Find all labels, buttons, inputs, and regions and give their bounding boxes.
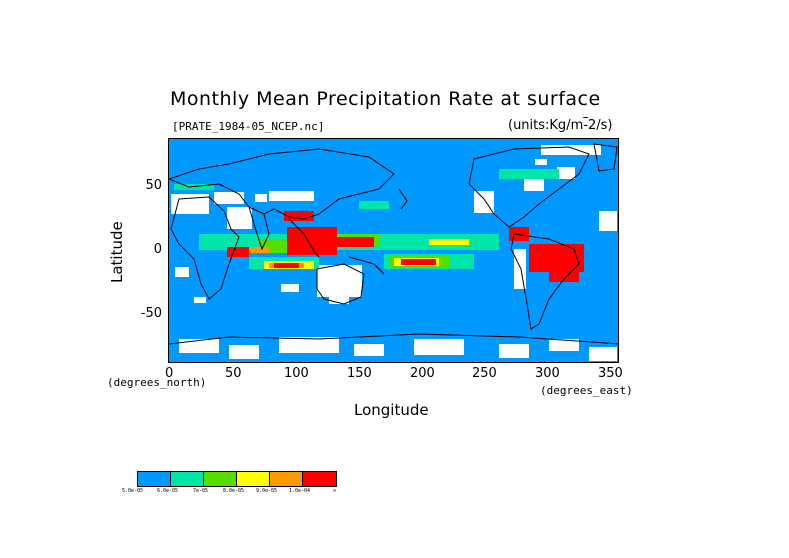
legend-swatch [303, 472, 336, 486]
x-axis-label: Longitude [354, 401, 429, 419]
legend-tick: 7e-05 [193, 488, 209, 494]
legend-swatch [171, 472, 204, 486]
x-tick-label: 50 [225, 366, 242, 381]
chart-title: Monthly Mean Precipitation Rate at surfa… [170, 88, 601, 110]
legend-swatch [138, 472, 171, 486]
y-tick-label: 0 [153, 242, 162, 257]
x-tick-label: 350 [598, 366, 623, 381]
legend-tick: 5.0e-05 [122, 488, 144, 494]
x-tick-label: 0 [165, 366, 174, 381]
x-tick-label: 300 [535, 366, 560, 381]
file-label: [PRATE_1984-05_NCEP.nc] [172, 120, 325, 133]
map-plot-area [168, 138, 619, 363]
units-label: (units:Kg/m-2/s) [508, 118, 613, 133]
x-unit-left: (degrees_north) [107, 376, 207, 389]
legend-tick: 8.0e-05 [223, 488, 245, 494]
legend-swatch [237, 472, 270, 486]
legend-swatch [204, 472, 237, 486]
color-legend [137, 471, 337, 487]
y-tick-label: 50 [145, 178, 162, 193]
x-tick-label: 250 [472, 366, 497, 381]
precipitation-map [169, 143, 618, 361]
legend-tick: 9.0e-05 [256, 488, 278, 494]
y-axis-label: Latitude [108, 221, 126, 283]
legend-tick: 6.0e-05 [157, 488, 179, 494]
legend-tick: ∞ [333, 488, 337, 494]
x-tick-label: 100 [284, 366, 309, 381]
no-data-patches [171, 145, 617, 361]
legend-tick: 1.0e-04 [289, 488, 311, 494]
coastlines [169, 143, 618, 345]
x-tick-label: 200 [410, 366, 435, 381]
x-tick-label: 150 [347, 366, 372, 381]
legend-swatch [270, 472, 303, 486]
heavy-rain-cores [227, 211, 584, 282]
x-unit-right: (degrees_east) [540, 384, 633, 397]
y-tick-label: -50 [140, 306, 162, 321]
